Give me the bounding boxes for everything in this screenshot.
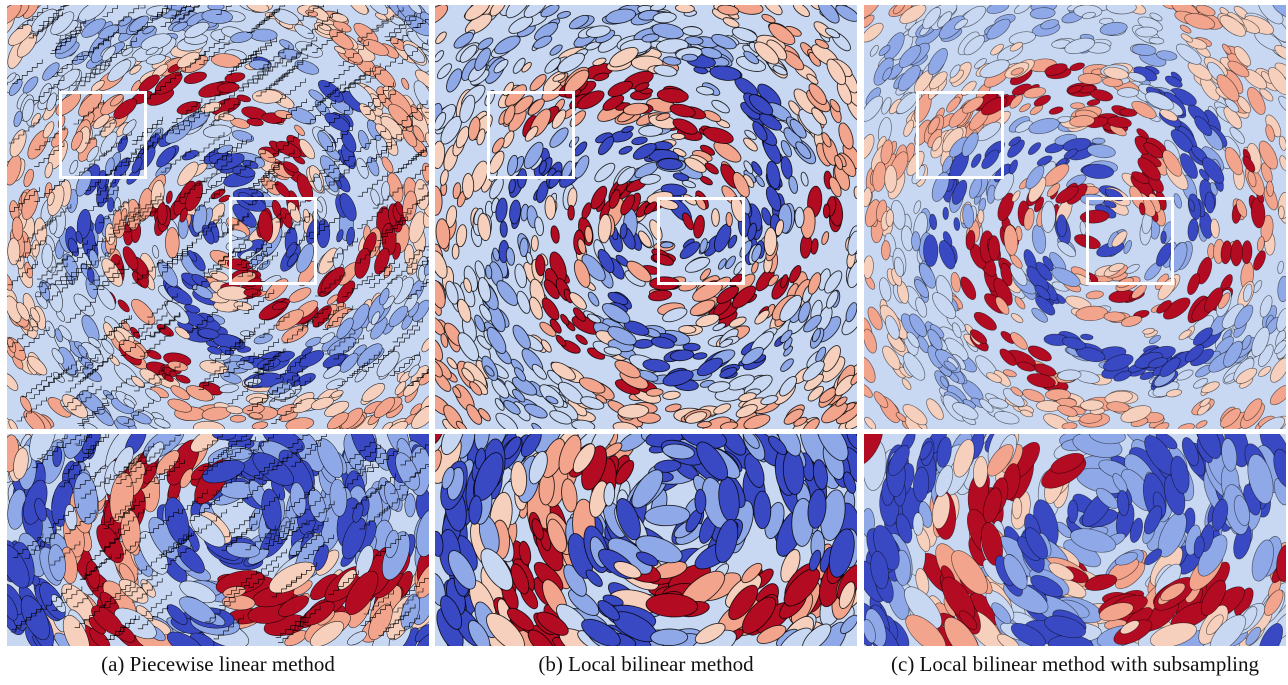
- field-a-zoom: [7, 434, 429, 646]
- panel-c-overview: [864, 5, 1286, 429]
- highlight-box-2: [229, 197, 317, 285]
- highlight-box-1: [59, 91, 147, 179]
- panel-b-overview: [435, 5, 857, 429]
- field-c-overview: [864, 5, 1286, 429]
- caption-c: (c) Local bilinear method with subsampli…: [891, 652, 1259, 676]
- highlight-box-1: [487, 91, 575, 179]
- field-c-zoom: [864, 434, 1286, 646]
- field-a-overview: [7, 5, 429, 429]
- panel-b-zoom: [435, 434, 857, 646]
- panel-a-overview: [7, 5, 429, 429]
- panel-a-zoom: [7, 434, 429, 646]
- caption-b: (b) Local bilinear method: [538, 652, 754, 676]
- caption-a: (a) Piecewise linear method: [101, 652, 335, 676]
- field-b-overview: [435, 5, 857, 429]
- highlight-box-1: [916, 91, 1004, 179]
- panel-c-zoom: [864, 434, 1286, 646]
- highlight-box-2: [1086, 197, 1174, 285]
- field-b-zoom: [435, 434, 857, 646]
- highlight-box-2: [657, 197, 745, 285]
